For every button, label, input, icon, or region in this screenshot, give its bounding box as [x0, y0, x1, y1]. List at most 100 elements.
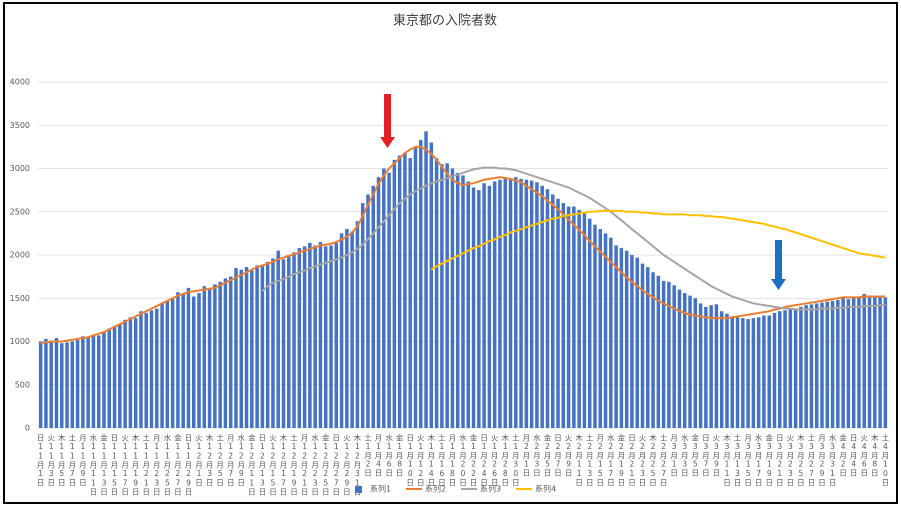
x-tick-label: 日12月27日 [332, 434, 341, 497]
bar [735, 317, 740, 428]
bar [466, 181, 471, 428]
x-tick-label: 日12月13日 [258, 434, 267, 497]
x-tick-label: 水2月3日 [532, 433, 541, 478]
bar [271, 258, 275, 428]
x-tick-label: 火11月17日 [120, 434, 129, 497]
bar [165, 300, 170, 428]
bar [424, 131, 428, 428]
bar [170, 299, 175, 428]
bar [339, 233, 344, 428]
bar [741, 318, 745, 428]
bar [123, 319, 127, 428]
y-tick-label: 3000 [10, 164, 30, 173]
line-series [261, 166, 886, 311]
bar [540, 185, 544, 428]
bar [102, 331, 106, 428]
bar [86, 338, 90, 428]
bar [96, 335, 101, 428]
x-tick-label: 日4月4日 [849, 434, 858, 478]
bar [682, 293, 687, 428]
bar [545, 189, 550, 428]
bar [609, 237, 613, 428]
bar [213, 284, 217, 428]
bar [329, 245, 333, 428]
legend-swatch [355, 486, 362, 493]
bar [767, 315, 771, 428]
y-tick-label: 500 [15, 380, 30, 389]
bar [403, 152, 407, 428]
bar [482, 183, 486, 428]
bar [524, 179, 529, 428]
x-tick-label: 火12月1日 [194, 434, 203, 487]
bar [255, 265, 259, 428]
bar [614, 245, 618, 428]
bar [376, 177, 381, 428]
x-tick-label: 水11月25日 [163, 433, 172, 497]
x-tick-label: 土11月7日 [68, 433, 77, 488]
bar [149, 310, 154, 428]
bar [397, 155, 402, 428]
x-tick-label: 火1月12日 [416, 434, 425, 487]
bar [503, 178, 507, 428]
bar [455, 172, 460, 428]
bar [260, 266, 265, 428]
x-tick-label: 金12月11日 [247, 433, 256, 497]
bar [719, 311, 724, 428]
x-tick-label: 月3月15日 [744, 434, 753, 488]
bar [535, 182, 539, 428]
bar [360, 203, 365, 428]
line-series [430, 209, 886, 271]
bar [561, 203, 566, 428]
bar [176, 292, 180, 428]
x-tick-label: 金2月5日 [543, 433, 552, 478]
bar [487, 185, 492, 428]
bar [514, 177, 518, 428]
x-tick-label: 日1月24日 [480, 434, 489, 488]
bar [355, 221, 360, 428]
x-tick-label: 水12月9日 [237, 433, 246, 488]
bar [783, 310, 787, 428]
bar [471, 187, 476, 428]
x-tick-label: 月2月15日 [596, 434, 605, 488]
x-tick-label: 木12月17日 [279, 433, 288, 497]
bar [202, 286, 207, 428]
x-tick-label: 月11月9日 [78, 434, 87, 488]
bar [228, 276, 233, 428]
bar [793, 308, 798, 428]
bar [688, 295, 692, 428]
bar [830, 300, 835, 428]
bar [529, 180, 534, 428]
bar [841, 298, 845, 428]
bar [698, 303, 703, 428]
bar [250, 270, 254, 428]
x-tick-label: 火4月6日 [859, 434, 868, 478]
bar [725, 313, 729, 428]
x-tick-label: 木11月19日 [131, 433, 140, 497]
x-tick-label: 日3月21日 [775, 434, 784, 488]
x-tick-label: 水3月17日 [754, 433, 763, 488]
bar [672, 285, 676, 428]
x-tick-label: 日11月29日 [184, 434, 193, 497]
x-tick-label: 日11月15日 [110, 434, 119, 497]
bar [572, 206, 576, 428]
bar [825, 301, 830, 428]
bar [445, 163, 449, 428]
bar [244, 267, 249, 428]
x-tick-label: 火12月15日 [268, 434, 277, 497]
x-tick-label: 火1月26日 [490, 434, 499, 487]
x-tick-label: 土2月13日 [585, 433, 594, 488]
bar [75, 339, 80, 428]
bar [778, 311, 782, 428]
x-tick-label: 火2月9日 [564, 434, 573, 478]
bar [139, 311, 143, 428]
bar [730, 316, 734, 428]
bar [65, 342, 69, 428]
bar [334, 242, 339, 428]
bar [508, 179, 513, 428]
bar [429, 142, 434, 429]
bar [677, 289, 682, 428]
bar [128, 317, 133, 428]
bar [133, 318, 138, 428]
x-tick-label: 水1月6日 [384, 433, 393, 478]
x-tick-label: 木11月5日 [57, 433, 66, 488]
